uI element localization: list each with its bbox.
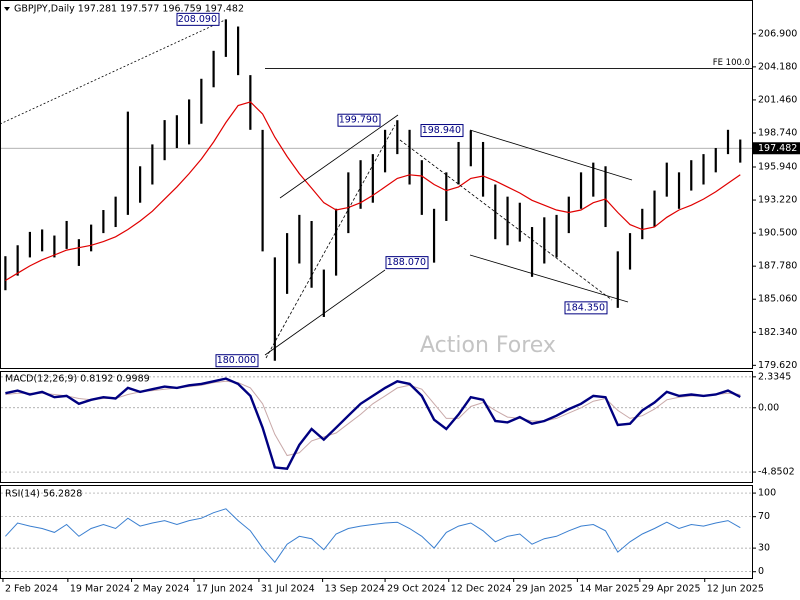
moving-average — [5, 101, 741, 282]
y-tick-label: 30 — [758, 543, 770, 554]
y-tick-label: 206.900 — [758, 28, 797, 39]
trend-line — [265, 124, 396, 359]
x-tick-label: 29 Oct 2024 — [387, 584, 446, 595]
y-tick-label: 204.180 — [758, 61, 797, 72]
panel-title: MACD(12,26,9) 0.8192 0.9989 — [5, 374, 150, 385]
y-tick-label: 100 — [758, 488, 776, 499]
last-price-label: 197.482 — [758, 143, 797, 154]
y-tick-label: 0.00 — [758, 402, 779, 413]
channel-line — [469, 129, 633, 181]
price-label-box — [176, 12, 220, 26]
price-label: 199.790 — [339, 115, 378, 126]
price-label: 208.090 — [178, 14, 217, 25]
y-tick-label: 2.3345 — [758, 371, 791, 382]
price-label: 180.000 — [217, 355, 256, 366]
menu-icon[interactable] — [4, 7, 10, 11]
watermark: Action Forex — [420, 333, 556, 358]
price-label-box — [564, 301, 608, 315]
price-label-box — [337, 113, 381, 127]
y-tick-label: 201.460 — [758, 94, 797, 105]
channel-line — [279, 114, 399, 199]
x-tick-label: 12 Dec 2024 — [451, 584, 512, 595]
x-tick-label: 31 Jul 2024 — [261, 584, 315, 595]
trend-line — [0, 19, 226, 125]
price-label: 198.940 — [422, 125, 461, 136]
x-tick-label: 2 May 2024 — [134, 584, 190, 595]
y-tick-label: 182.340 — [758, 327, 797, 338]
y-tick-label: 187.780 — [758, 261, 797, 272]
indicator-line — [5, 377, 741, 470]
x-tick-label: 29 Jan 2025 — [516, 584, 573, 595]
channel-line — [469, 254, 629, 303]
plots: 206.900 204.180 201.460 198.740 195.940 193.2… — [1, 19, 800, 595]
x-tick-label: 17 Jun 2024 — [196, 584, 253, 595]
price-label: 184.350 — [566, 302, 605, 313]
annotations: 208.090 199.790 198.940 188.070 184.350 180.… — [176, 12, 608, 368]
y-tick-label: 190.500 — [758, 228, 797, 239]
price-label-box — [385, 256, 429, 270]
x-tick-label: 2 Feb 2024 — [5, 584, 58, 595]
channel-line — [264, 269, 386, 356]
indicator-line — [5, 380, 741, 457]
x-tick-label: 12 Jun 2025 — [707, 584, 764, 595]
x-tick-label: 19 Mar 2024 — [70, 584, 130, 595]
last-price-badge — [753, 142, 800, 155]
y-tick-label: 0 — [758, 566, 764, 577]
chart-title: GBPJPY,Daily 197.281 197.577 196.759 197… — [14, 4, 244, 15]
macd-panel — [0, 371, 753, 483]
rsi-panel — [0, 485, 753, 579]
fe-label: FE 100.0 — [713, 58, 750, 68]
x-tick-label: 13 Sep 2024 — [325, 584, 385, 595]
price-label: 188.070 — [387, 257, 426, 268]
x-tick-label: 14 Mar 2025 — [579, 584, 639, 595]
y-tick-label: 193.220 — [758, 195, 797, 206]
price-label-box — [420, 124, 464, 138]
trend-line — [399, 139, 613, 301]
price-panel — [0, 0, 753, 369]
indicator-line — [5, 508, 741, 564]
x-tick-label: 29 Apr 2025 — [642, 584, 701, 595]
price-label-box — [215, 354, 259, 368]
y-tick-label: 195.940 — [758, 162, 797, 173]
panel-title: RSI(14) 56.2828 — [5, 489, 82, 500]
y-tick-label: 198.740 — [758, 127, 797, 138]
y-tick-label: -4.8502 — [758, 467, 795, 478]
y-tick-label: 185.060 — [758, 294, 797, 305]
y-tick-label: 179.620 — [758, 360, 797, 371]
y-tick-label: 70 — [758, 511, 770, 522]
